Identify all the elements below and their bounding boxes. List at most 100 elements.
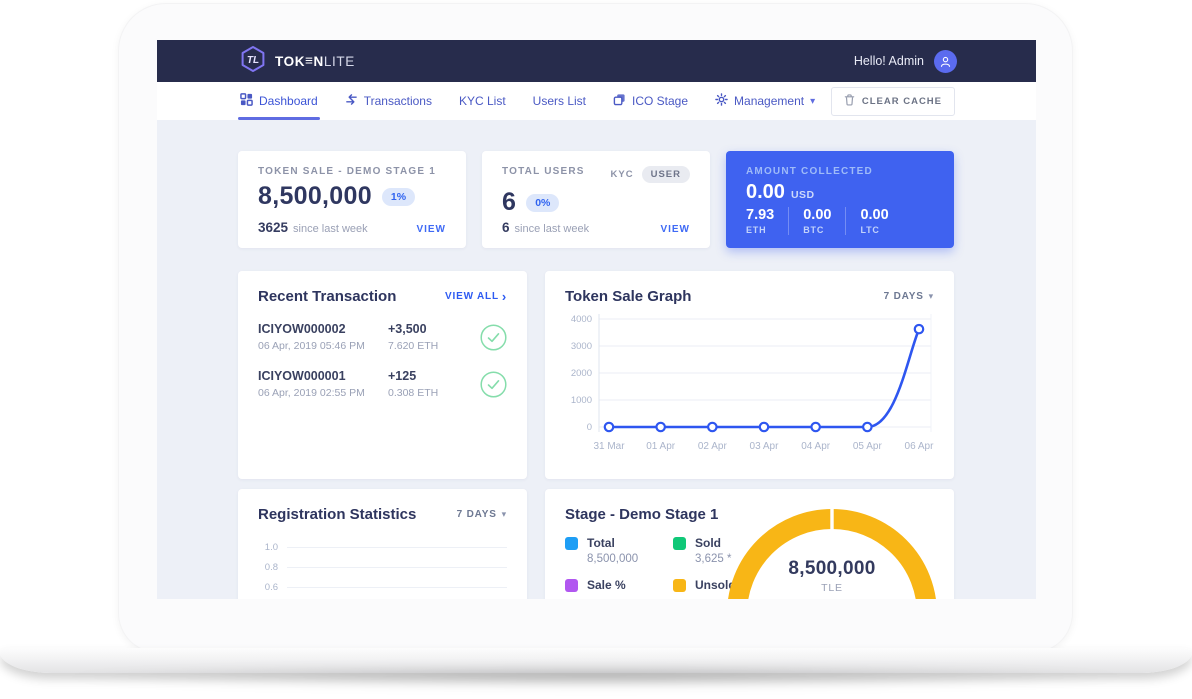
toggle-kyc-option[interactable]: KYC: [610, 169, 634, 180]
chevron-right-icon: ›: [501, 288, 507, 304]
token-sale-view-link[interactable]: VIEW: [416, 224, 446, 235]
stage-legend: Total 8,500,000 Sold 3,625 *: [565, 536, 934, 592]
token-sale-value: 8,500,000: [258, 182, 372, 210]
trash-icon: [844, 93, 855, 109]
legend-item-total: Total 8,500,000: [565, 536, 673, 565]
legend-label: Total: [587, 536, 615, 550]
logo-wordmark: TOK≡NLITE: [275, 53, 355, 69]
gear-icon: [715, 93, 728, 109]
ytick-label: 0.8: [264, 561, 278, 573]
token-sale-delta-text: since last week: [293, 223, 368, 235]
legend-item-sold: Sold 3,625 *: [673, 536, 781, 565]
chevron-down-icon: ▾: [928, 291, 934, 301]
usd-unit: USD: [790, 189, 815, 201]
chevron-down-icon: ▾: [810, 95, 816, 107]
token-sale-label: TOKEN SALE - DEMO STAGE 1: [258, 166, 436, 177]
coin-value: 7.93: [746, 207, 775, 223]
total-users-delta: 6: [502, 220, 510, 235]
toggle-user-option[interactable]: USER: [641, 166, 690, 183]
svg-text:2000: 2000: [571, 368, 592, 379]
svg-text:04 Apr: 04 Apr: [801, 441, 831, 452]
transaction-eth: 7.620 ETH: [388, 340, 439, 352]
dashboard-screen: TL TOK≡NLITE Hello! Admin: [157, 40, 1036, 599]
registration-statistics-panel: Registration Statistics 7 DAYS ▾ 1.0 0.8: [238, 489, 527, 599]
coin-value: 0.00: [860, 207, 889, 223]
legend-value: 3,625 *: [695, 553, 732, 565]
transaction-date: 06 Apr, 2019 05:46 PM: [258, 340, 365, 352]
registration-statistics-title: Registration Statistics: [258, 506, 417, 523]
svg-text:06 Apr: 06 Apr: [905, 441, 934, 452]
total-users-card: TOTAL USERS KYC USER 6 0% 6 since last w…: [482, 151, 710, 248]
total-users-delta-text: since last week: [514, 223, 590, 235]
nav-label: Dashboard: [259, 94, 318, 108]
laptop-base: [0, 648, 1192, 673]
nav-item-management[interactable]: Management ▾: [715, 82, 815, 120]
transaction-row[interactable]: ICIYOW000002 06 Apr, 2019 05:46 PM +3,50…: [258, 322, 507, 352]
graph-range-dropdown[interactable]: 7 DAYS ▾: [883, 291, 934, 302]
check-circle-icon: [480, 323, 507, 351]
gauge-value: 8,500,000: [788, 558, 876, 579]
person-icon: [940, 56, 951, 67]
svg-text:05 Apr: 05 Apr: [853, 441, 883, 452]
svg-text:03 Apr: 03 Apr: [750, 441, 780, 452]
nav-item-users-list[interactable]: Users List: [533, 82, 586, 120]
svg-text:01 Apr: 01 Apr: [646, 441, 676, 452]
amount-collected-card: AMOUNT COLLECTED 0.00 USD 7.93 ETH 0.00 …: [726, 151, 954, 248]
legend-item-unsold: Unsold: [673, 578, 781, 592]
coin-ltc: 0.00 LTC: [845, 207, 902, 235]
main-nav: Dashboard Transactions KYC List Users: [157, 82, 1036, 120]
coin-eth: 7.93 ETH: [746, 207, 788, 235]
nav-label: ICO Stage: [632, 94, 689, 108]
svg-text:4000: 4000: [571, 314, 592, 325]
clear-cache-button[interactable]: CLEAR CACHE: [830, 86, 955, 116]
total-users-label: TOTAL USERS: [502, 166, 585, 177]
token-sale-graph-title: Token Sale Graph: [565, 288, 692, 305]
chevron-down-icon: ▾: [501, 509, 507, 519]
token-sale-card: TOKEN SALE - DEMO STAGE 1 8,500,000 1% 3…: [238, 151, 466, 248]
logo-hexagon-icon: TL: [240, 45, 266, 78]
transaction-row[interactable]: ICIYOW000001 06 Apr, 2019 02:55 PM +125 …: [258, 369, 507, 399]
legend-label: Sold: [695, 536, 721, 550]
total-users-value: 6: [502, 188, 517, 216]
token-sale-delta: 3625: [258, 220, 289, 235]
coin-unit: LTC: [860, 225, 880, 235]
stage-panel: Stage - Demo Stage 1 Total 8,500,000: [545, 489, 954, 599]
token-sale-percent-badge: 1%: [381, 187, 416, 206]
legend-label: Unsold: [695, 578, 736, 592]
nav-item-transactions[interactable]: Transactions: [345, 82, 432, 120]
nav-item-dashboard[interactable]: Dashboard: [238, 82, 320, 120]
topbar: TL TOK≡NLITE Hello! Admin: [157, 40, 1036, 82]
cube-icon: [613, 93, 626, 109]
token-sale-line-chart: 0 1000 2000 3000 4000 31 Mar 01 Apr 02 Apr 03 Ap…: [565, 309, 934, 467]
registration-range-dropdown[interactable]: 7 DAYS ▾: [456, 509, 507, 520]
usd-value: 0.00: [746, 181, 785, 203]
tokenlite-logo[interactable]: TL TOK≡NLITE: [240, 45, 355, 78]
recent-transactions-panel: Recent Transaction VIEW ALL › ICIYOW0000…: [238, 271, 527, 479]
recent-transactions-title: Recent Transaction: [258, 288, 397, 305]
check-circle-icon: [480, 370, 507, 398]
svg-text:31 Mar: 31 Mar: [593, 441, 625, 452]
coin-btc: 0.00 BTC: [788, 207, 845, 235]
legend-label: Sale %: [587, 578, 626, 592]
amount-collected-label: AMOUNT COLLECTED: [746, 166, 873, 177]
users-kyc-toggle: KYC USER: [611, 166, 690, 183]
gauge-unit: TLE: [821, 582, 843, 594]
total-users-view-link[interactable]: VIEW: [660, 224, 690, 235]
user-avatar[interactable]: [934, 49, 957, 73]
nav-item-kyc-list[interactable]: KYC List: [459, 82, 506, 120]
nav-label: KYC List: [458, 94, 506, 108]
dashboard-content: TOKEN SALE - DEMO STAGE 1 8,500,000 1% 3…: [157, 120, 1036, 599]
legend-swatch: [565, 579, 578, 592]
laptop-base-shadow: [50, 666, 1142, 688]
ytick-label: 0.6: [264, 581, 278, 593]
transaction-id: ICIYOW000002: [258, 322, 346, 336]
stage-donut-chart: 8,500,000 TLE: [722, 489, 942, 599]
legend-swatch: [673, 579, 686, 592]
coin-unit: BTC: [803, 225, 825, 235]
nav-item-ico-stage[interactable]: ICO Stage: [613, 82, 688, 120]
transaction-amount: +3,500: [388, 322, 427, 336]
clear-cache-label: CLEAR CACHE: [861, 95, 942, 107]
total-users-percent-badge: 0%: [526, 193, 560, 212]
view-all-link[interactable]: VIEW ALL ›: [445, 288, 507, 304]
